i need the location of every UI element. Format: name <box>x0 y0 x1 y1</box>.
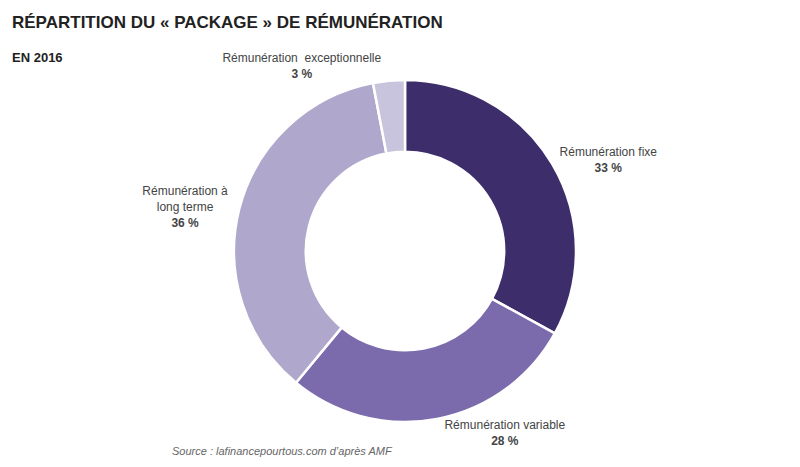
svg-text:RÉPARTITION DU « PACKAGE » DE: RÉPARTITION DU « PACKAGE » DE RÉMUNÉRATI… <box>12 13 443 32</box>
svg-text:Rémunération variable28 %: Rémunération variable28 % <box>444 418 565 448</box>
svg-text:Rémunération exceptionnelle3: Rémunération exceptionnelle3 % <box>222 51 381 81</box>
svg-text:Source : lafinancepourtous.com: Source : lafinancepourtous.com d’après A… <box>172 445 393 457</box>
svg-text:Rémunération àlong terme36 %: Rémunération àlong terme36 % <box>142 184 228 229</box>
svg-text:Rémunération fixe33 %: Rémunération fixe33 % <box>560 145 658 175</box>
svg-text:EN 2016: EN 2016 <box>12 50 63 65</box>
